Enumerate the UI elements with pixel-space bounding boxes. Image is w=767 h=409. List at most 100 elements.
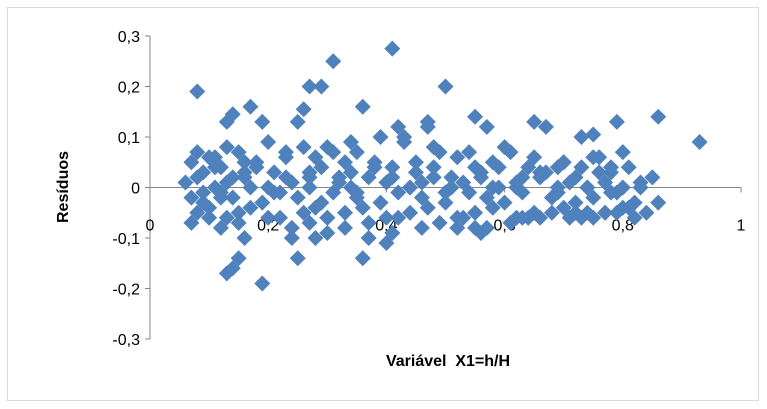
data-point — [212, 219, 229, 236]
data-point — [602, 184, 619, 201]
x-tick-label: 0 — [146, 218, 155, 235]
data-point — [413, 189, 430, 206]
data-point — [573, 129, 590, 145]
data-point — [283, 230, 300, 246]
data-point — [195, 164, 212, 181]
data-point — [224, 169, 241, 186]
data-point — [272, 209, 289, 226]
data-point — [378, 209, 395, 226]
data-point — [425, 159, 442, 176]
data-point — [366, 159, 383, 176]
data-point — [289, 250, 306, 267]
data-point — [307, 199, 324, 216]
data-point — [313, 78, 330, 95]
data-point — [277, 169, 294, 186]
data-point — [360, 230, 377, 246]
data-point — [425, 139, 442, 156]
data-point — [301, 214, 318, 231]
data-point — [242, 98, 259, 115]
data-point — [514, 209, 531, 226]
data-point — [585, 126, 602, 143]
data-point — [638, 204, 655, 221]
data-point — [212, 189, 229, 206]
y-tick-label: 0,3 — [118, 29, 140, 46]
data-point — [484, 179, 501, 196]
data-point — [337, 204, 354, 221]
data-point — [260, 134, 277, 151]
data-point — [201, 199, 218, 216]
data-point — [313, 159, 330, 176]
data-point — [325, 144, 342, 161]
x-tick-label: 1 — [737, 218, 746, 235]
data-point — [467, 204, 484, 221]
data-point — [201, 209, 218, 226]
data-point — [455, 174, 472, 191]
data-point — [597, 174, 614, 191]
data-point — [443, 169, 460, 186]
data-point — [301, 164, 318, 181]
data-point — [360, 169, 377, 186]
data-point — [289, 189, 306, 206]
data-point — [650, 194, 667, 211]
data-point — [372, 194, 389, 211]
x-tick-label: 0,8 — [612, 218, 634, 235]
data-point — [467, 108, 484, 125]
x-axis-title: Variável X1=h/H — [386, 353, 510, 370]
data-point — [419, 199, 436, 216]
data-point — [390, 118, 407, 135]
data-point — [437, 194, 454, 211]
data-point — [342, 164, 359, 181]
data-point — [189, 204, 206, 221]
x-tick-label: 0,2 — [257, 218, 279, 235]
data-point — [177, 174, 194, 191]
data-point — [236, 230, 253, 246]
data-point — [218, 265, 235, 282]
data-point — [384, 169, 401, 186]
data-point — [573, 159, 590, 176]
data-point — [608, 113, 625, 130]
data-point — [567, 169, 584, 186]
data-point — [449, 219, 466, 236]
data-point — [230, 144, 247, 161]
data-point — [348, 184, 365, 201]
data-point — [307, 230, 324, 246]
data-point — [402, 204, 419, 221]
data-point — [360, 214, 377, 231]
data-point — [254, 275, 271, 292]
y-tick-label: -0,2 — [112, 282, 140, 299]
data-point — [183, 154, 200, 171]
data-point — [478, 118, 495, 135]
data-point — [555, 154, 572, 171]
data-point — [461, 144, 478, 161]
data-point — [266, 184, 283, 201]
data-point — [331, 169, 348, 186]
data-point — [189, 83, 206, 100]
data-point — [413, 174, 430, 191]
data-point — [195, 184, 212, 201]
data-point — [632, 179, 649, 196]
data-point — [455, 209, 472, 226]
data-point — [585, 149, 602, 166]
data-point — [337, 219, 354, 236]
data-point — [402, 179, 419, 196]
data-point — [289, 113, 306, 130]
data-point — [384, 224, 401, 241]
y-tick-label: -0,3 — [112, 332, 140, 349]
data-point — [295, 139, 312, 156]
data-point — [614, 144, 631, 161]
data-point — [597, 204, 614, 221]
y-tick-label: -0,1 — [112, 231, 140, 248]
data-point — [413, 219, 430, 236]
y-tick-labels: 0,3 0,2 0,1 0 -0,1 -0,2 -0,3 — [112, 29, 150, 349]
data-point — [189, 144, 206, 161]
data-point — [407, 154, 424, 171]
data-point — [591, 164, 608, 181]
data-point — [585, 209, 602, 226]
data-point — [236, 154, 253, 171]
data-point — [520, 159, 537, 176]
data-point — [266, 164, 283, 181]
data-point — [325, 53, 342, 70]
data-point — [242, 199, 259, 216]
data-point — [543, 204, 560, 221]
data-point — [496, 194, 513, 211]
